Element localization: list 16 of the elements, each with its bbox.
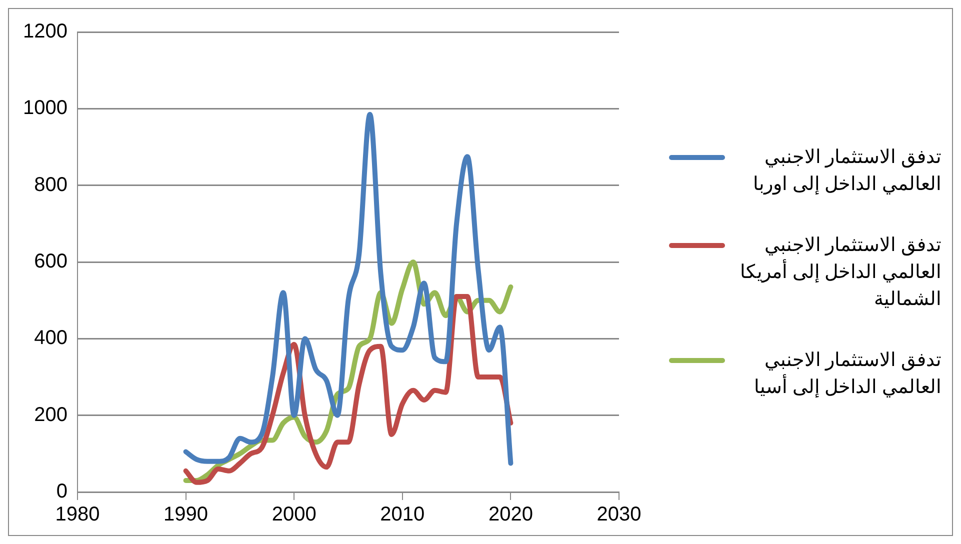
legend-label: تدفق الاستثمار الاجنبي العالمي الداخل إلى أمريكا الشمالية [739, 234, 941, 312]
y-tick-label: 800 [34, 174, 68, 196]
x-tick-label: 1990 [164, 504, 208, 526]
x-tick-label: 1980 [55, 504, 100, 526]
y-tick-label: 200 [34, 404, 68, 426]
legend-label: تدفق الاستثمار الاجنبي العالمي الداخل إلى اوربا [752, 146, 941, 197]
legend-label: تدفق الاستثمار الاجنبي العالمي الداخل إلى أسيا [753, 348, 941, 400]
y-tick-label: 600 [34, 250, 68, 273]
y-tick-label: 0 [56, 480, 68, 503]
x-tick-label: 2010 [380, 504, 425, 526]
x-tick-label: 2020 [488, 504, 533, 526]
y-tick-label: 1200 [22, 20, 68, 43]
x-tick-label: 2030 [596, 504, 642, 526]
x-tick-label: 2000 [272, 504, 316, 526]
y-tick-label: 1000 [22, 97, 68, 120]
y-tick-label: 400 [34, 327, 68, 350]
